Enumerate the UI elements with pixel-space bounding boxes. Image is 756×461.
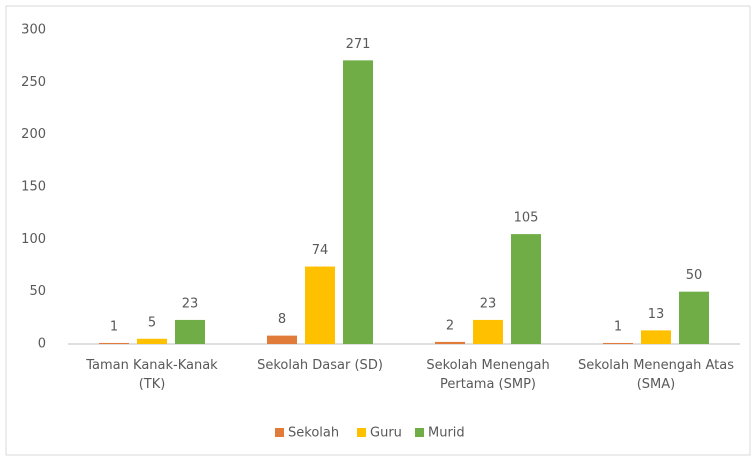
- x-tick-label: Sekolah Menengah Pertama (SMP): [426, 358, 550, 392]
- legend-swatch: [415, 428, 424, 437]
- chart-border: [5, 5, 751, 456]
- data-label: 13: [648, 307, 665, 322]
- data-label: 1: [614, 319, 622, 334]
- legend-swatch: [357, 428, 366, 437]
- data-label: 1: [110, 319, 118, 334]
- bar: [473, 319, 503, 344]
- bar: [603, 342, 633, 344]
- bar: [679, 291, 709, 344]
- legend-label: Murid: [428, 426, 465, 441]
- y-tick-label: 50: [29, 284, 46, 299]
- bar: [305, 266, 335, 344]
- legend-label: Sekolah: [288, 426, 339, 441]
- legend-label: Guru: [370, 426, 402, 441]
- y-tick-label: 300: [21, 23, 46, 38]
- data-label: 8: [278, 312, 286, 327]
- y-tick-label: 100: [21, 232, 46, 247]
- bar: [435, 341, 465, 344]
- bar: [343, 60, 373, 344]
- y-tick-label: 0: [38, 337, 46, 352]
- bar: [641, 330, 671, 344]
- y-tick-label: 150: [21, 180, 46, 195]
- bar: [99, 342, 129, 344]
- data-label: 23: [182, 296, 199, 311]
- data-label: 23: [480, 296, 497, 311]
- y-tick-label: 200: [21, 127, 46, 142]
- bar: [511, 234, 541, 344]
- x-tick-label: Sekolah Dasar (SD): [257, 358, 383, 373]
- legend-swatch: [275, 428, 284, 437]
- data-label: 74: [312, 243, 329, 258]
- x-tick-label: Sekolah Menengah Atas (SMA): [578, 358, 734, 392]
- x-tick-label: Taman Kanak-Kanak (TK): [86, 358, 218, 392]
- data-label: 2: [446, 318, 454, 333]
- y-tick-label: 250: [21, 75, 46, 90]
- bar: [175, 319, 205, 344]
- bar: [267, 335, 297, 344]
- data-label: 50: [686, 268, 703, 283]
- data-label: 105: [514, 211, 539, 226]
- bar: [137, 338, 167, 344]
- data-label: 5: [148, 315, 156, 330]
- data-label: 271: [346, 37, 371, 52]
